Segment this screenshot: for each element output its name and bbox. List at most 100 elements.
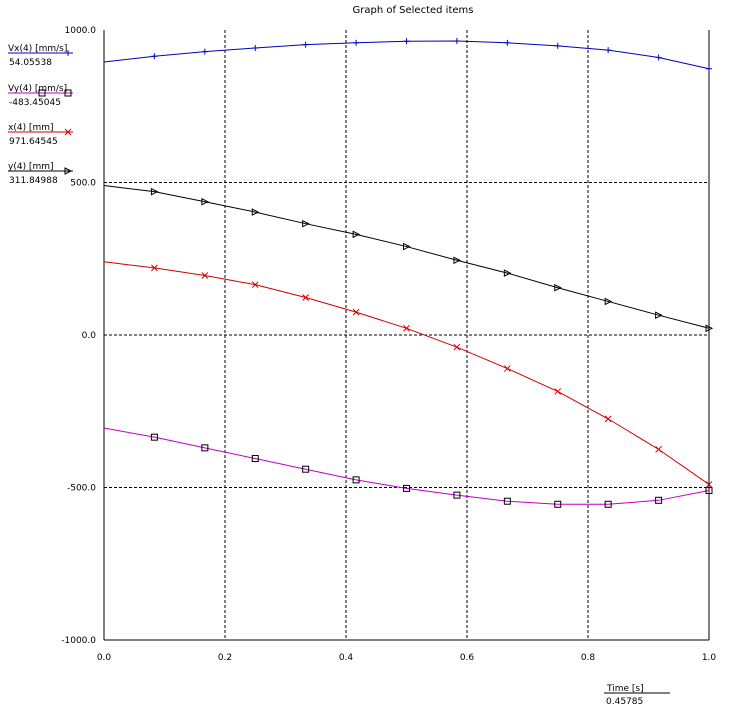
data-point xyxy=(554,42,561,49)
legend-marker xyxy=(38,89,46,97)
axes xyxy=(103,30,710,641)
data-point xyxy=(252,44,259,51)
x-tick-label: 0.0 xyxy=(97,653,112,663)
marker-stroke xyxy=(705,481,713,488)
marker-stroke xyxy=(655,446,662,453)
legend-item[interactable]: Vy(4) [mm/s] -483.45045 xyxy=(8,84,73,108)
data-point xyxy=(403,242,411,251)
legend-value: 971.64545 xyxy=(9,137,58,147)
data-point xyxy=(201,272,209,279)
data-point xyxy=(251,281,259,289)
x-tick-label: 0.2 xyxy=(218,653,232,663)
chart-title: Graph of Selected items xyxy=(352,5,473,16)
marker-stroke xyxy=(251,281,259,289)
series-x4 xyxy=(103,261,713,488)
legend-label: x(4) [mm] xyxy=(8,123,54,133)
legend[interactable]: Vx(4) [mm/s] 54.05538 Vy(4) [mm/s] -483.450… xyxy=(8,44,73,186)
data-point xyxy=(705,324,714,333)
marker-stroke xyxy=(151,264,158,272)
data-point xyxy=(503,269,512,277)
data-point xyxy=(201,197,209,206)
y-tick-label: 0.0 xyxy=(82,331,97,341)
data-point xyxy=(604,297,613,306)
legend-value: -483.45045 xyxy=(9,98,61,108)
data-point xyxy=(302,41,309,48)
data-point xyxy=(352,230,361,239)
data-point xyxy=(453,37,460,44)
x-readout-label: Time [s] xyxy=(606,684,644,694)
data-point xyxy=(353,39,360,46)
data-point xyxy=(503,497,511,505)
data-point xyxy=(201,444,209,452)
data-point xyxy=(403,324,410,332)
y-tick-label: -500.0 xyxy=(67,484,96,494)
data-point xyxy=(705,481,713,488)
legend-marker xyxy=(64,128,72,136)
legend-value: 311.84988 xyxy=(9,176,58,186)
data-point xyxy=(453,491,461,499)
data-point xyxy=(504,39,511,46)
x-tick-label: 0.6 xyxy=(460,653,475,663)
legend-marker xyxy=(64,89,72,97)
legend-item[interactable]: y(4) [mm] 311.84988 xyxy=(8,162,73,186)
data-point xyxy=(453,343,461,351)
data-point xyxy=(251,208,260,216)
legend-item[interactable]: x(4) [mm] 971.64545 xyxy=(8,123,73,147)
data-point xyxy=(150,187,159,196)
data-point xyxy=(655,446,662,453)
marker-stroke xyxy=(403,324,410,332)
marker-stroke xyxy=(302,294,310,301)
y-tick-label: 500.0 xyxy=(70,179,96,189)
data-point xyxy=(604,500,612,508)
data-point xyxy=(352,308,360,316)
data-point xyxy=(453,256,462,265)
marker-stroke xyxy=(352,308,360,316)
series-vx4 xyxy=(103,37,712,72)
legend-label: y(4) [mm] xyxy=(8,162,54,172)
legend-item[interactable]: Vx(4) [mm/s] 54.05538 xyxy=(8,44,73,68)
series-line xyxy=(103,185,710,329)
data-point xyxy=(655,54,662,61)
data-point xyxy=(655,496,663,504)
data-point xyxy=(251,455,259,463)
data-point xyxy=(302,294,310,301)
data-point xyxy=(302,465,310,473)
x-readout-value: 0.45785 xyxy=(606,697,643,707)
marker-stroke xyxy=(201,272,209,279)
marker-stroke xyxy=(503,365,511,372)
marker-stroke xyxy=(554,388,562,395)
x-tick-label: 1.0 xyxy=(702,653,717,663)
data-point xyxy=(352,476,360,484)
data-point xyxy=(655,311,663,319)
x-tick-label: 0.8 xyxy=(581,653,596,663)
x-readout: Time [s] 0.45785 xyxy=(604,684,670,707)
series-layer xyxy=(103,37,714,508)
data-point xyxy=(151,53,158,60)
x-tick-labels: 0.0 0.2 0.4 0.6 0.8 1.0 xyxy=(97,653,717,663)
legend-label: Vx(4) [mm/s] xyxy=(8,44,67,54)
data-point xyxy=(201,48,208,55)
series-line xyxy=(103,427,710,505)
y-tick-label: -1000.0 xyxy=(61,636,96,646)
marker-stroke xyxy=(453,343,461,351)
series-vy4 xyxy=(103,427,713,508)
data-point xyxy=(706,65,712,72)
y-tick-labels: -1000.0 -500.0 0.0 500.0 1000.0 xyxy=(61,26,96,646)
data-point xyxy=(554,283,562,292)
data-point xyxy=(503,365,511,372)
x-tick-label: 0.4 xyxy=(339,653,354,663)
legend-value: 54.05538 xyxy=(9,58,52,68)
data-point xyxy=(705,487,713,495)
series-line xyxy=(103,40,710,70)
legend-marker xyxy=(65,50,71,56)
grid-lines xyxy=(104,30,709,640)
data-point xyxy=(151,264,158,272)
data-point xyxy=(403,38,410,45)
data-point xyxy=(605,47,612,54)
marker-stroke xyxy=(604,415,612,423)
data-point xyxy=(150,433,158,441)
data-point xyxy=(554,388,562,395)
data-point xyxy=(554,500,562,508)
marker-stroke xyxy=(64,128,72,136)
y-tick-label: 1000.0 xyxy=(65,26,97,36)
